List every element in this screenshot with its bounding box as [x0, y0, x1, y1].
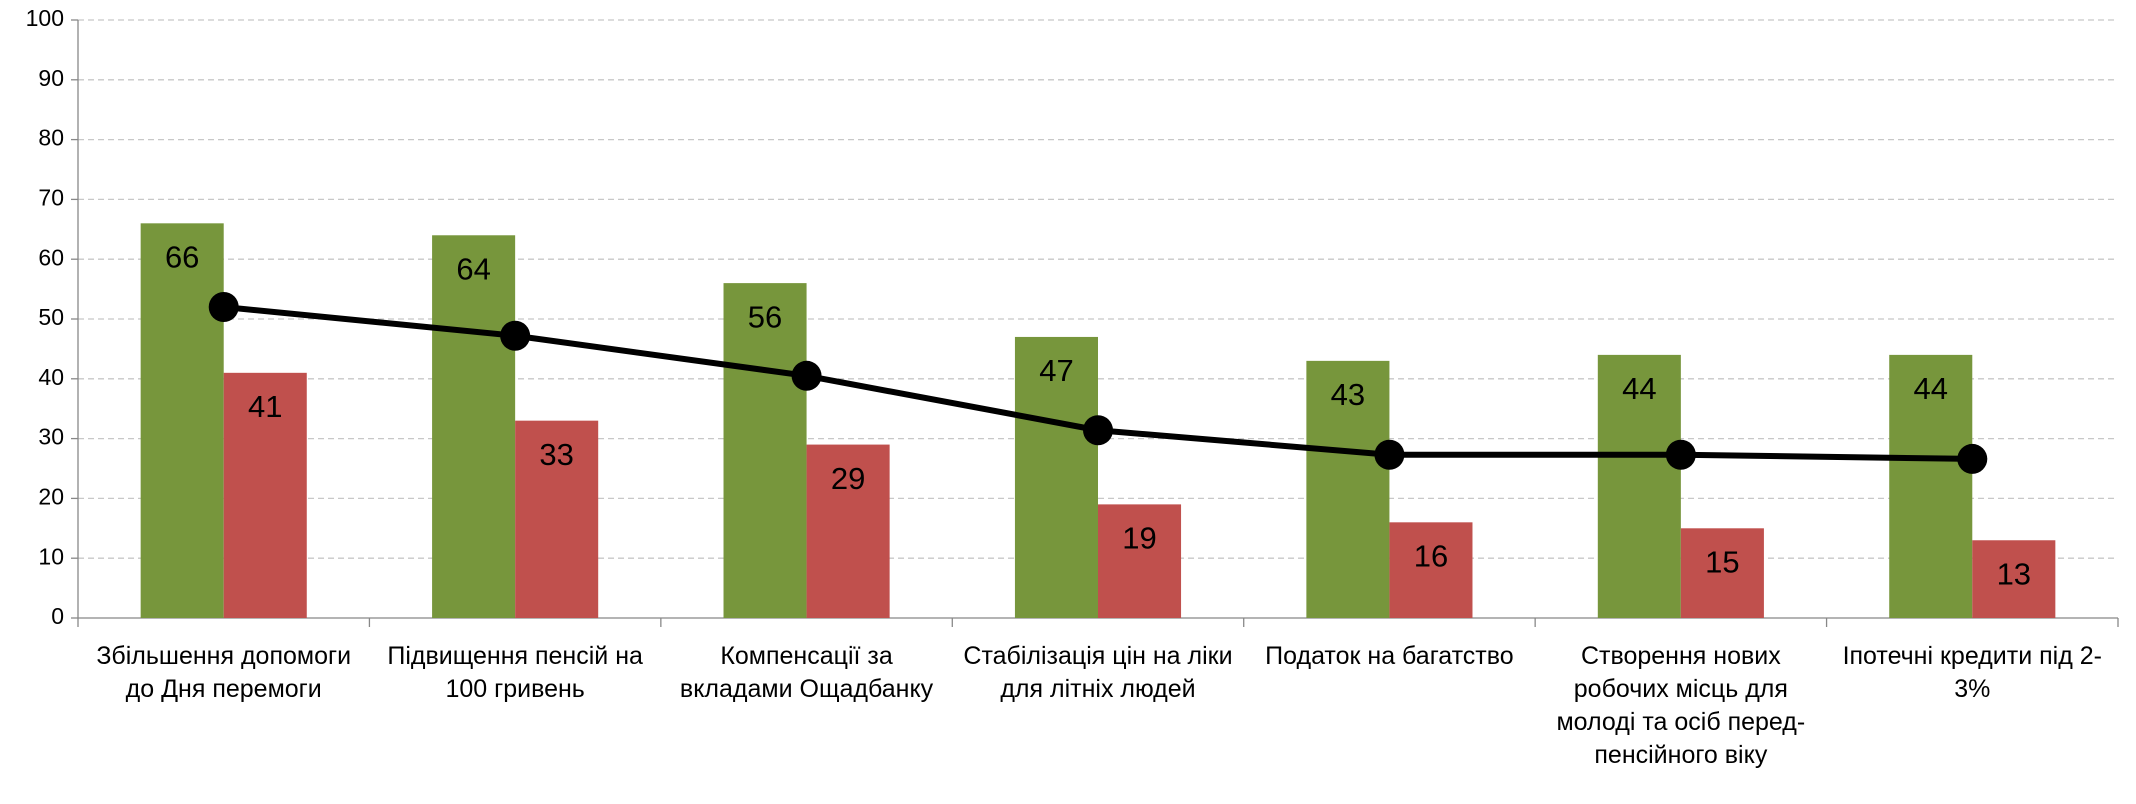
y-tick-label: 90 [38, 65, 64, 91]
x-tick-label: Стабілізація цін на ліки для літніх люде… [963, 642, 1233, 703]
bar [1389, 522, 1473, 618]
marker [1957, 443, 1988, 474]
bar [1680, 528, 1764, 618]
data-label: 33 [539, 437, 573, 472]
data-label: 13 [1997, 556, 2031, 591]
y-tick-label: 30 [38, 424, 64, 450]
data-label: 44 [1914, 371, 1948, 406]
data-label: 16 [1414, 539, 1448, 574]
y-tick-label: 70 [38, 184, 64, 210]
bar [432, 235, 516, 618]
x-tick-label: Компенсації за вкладами Ощадбанку [679, 642, 934, 703]
bar [806, 444, 890, 618]
marker [791, 360, 822, 391]
y-tick-label: 100 [26, 5, 64, 31]
data-label: 15 [1705, 544, 1739, 579]
bar [1889, 354, 1973, 618]
data-label: 44 [1622, 371, 1656, 406]
data-label: 66 [165, 240, 199, 275]
bar [223, 372, 307, 618]
data-label: 19 [1122, 521, 1156, 556]
y-tick-label: 60 [38, 244, 64, 270]
bar [1098, 504, 1182, 618]
data-label: 56 [748, 299, 782, 334]
x-tick-label: Створення нових робочих місць для молоді… [1556, 642, 1806, 769]
x-tick-label: Податок на багатство [1265, 642, 1514, 670]
data-label: 47 [1039, 353, 1073, 388]
bar [1014, 336, 1098, 618]
y-tick-label: 0 [51, 603, 64, 629]
marker [500, 320, 531, 351]
bar [1306, 360, 1390, 618]
bar [1972, 540, 2056, 618]
y-tick-label: 50 [38, 304, 64, 330]
data-label: 41 [248, 389, 282, 424]
x-tick-label: Збільшення допомоги до Дня перемоги [96, 642, 352, 703]
y-tick-label: 10 [38, 543, 64, 569]
bar [723, 283, 807, 618]
y-tick-label: 20 [38, 483, 64, 509]
data-label: 64 [456, 251, 490, 286]
marker [208, 292, 239, 323]
bar [1597, 354, 1681, 618]
y-tick-label: 40 [38, 364, 64, 390]
bar [515, 420, 599, 618]
data-label: 29 [831, 461, 865, 496]
bar [140, 223, 224, 618]
y-tick-label: 80 [38, 125, 64, 151]
x-tick-label: Підвищення пенсій на 100 гривень [387, 642, 643, 703]
data-label: 43 [1331, 377, 1365, 412]
marker [1665, 439, 1696, 470]
marker [1083, 415, 1113, 446]
x-tick-label: Іпотечні кредити під 2-3% [1842, 642, 2102, 703]
marker [1374, 439, 1405, 470]
